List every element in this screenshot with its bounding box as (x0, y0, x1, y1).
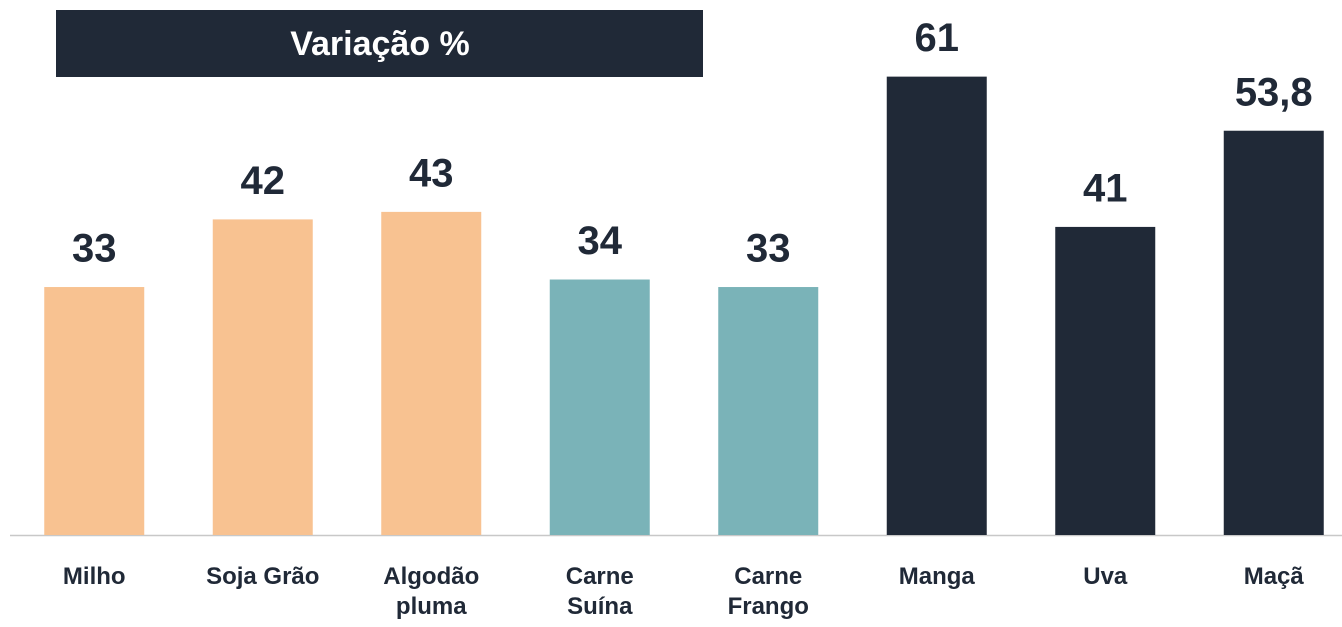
bar (1223, 130, 1324, 535)
bar (1055, 226, 1156, 535)
x-tick-label: Uva (1083, 563, 1128, 590)
bar (718, 287, 819, 535)
x-tick-label: Milho (62, 563, 126, 590)
bar (886, 76, 987, 535)
bar (44, 287, 145, 535)
x-tick-label: Algodão pluma (383, 563, 480, 620)
bar (381, 211, 482, 535)
value-label: 34 (578, 219, 623, 263)
value-label: 61 (915, 16, 960, 60)
value-label: 42 (241, 159, 286, 203)
value-label: 33 (72, 227, 117, 271)
value-label: 43 (409, 151, 454, 195)
x-tick-label: Soja Grão (206, 563, 320, 590)
x-tick-label: Carne Frango (727, 563, 809, 620)
title-box (56, 10, 703, 77)
x-tick-label: Maçã (1243, 563, 1304, 590)
value-label: 41 (1083, 166, 1128, 210)
x-tick-label: Manga (898, 563, 975, 590)
value-label: 33 (746, 227, 791, 271)
value-label: 53,8 (1235, 70, 1313, 114)
bar (549, 279, 650, 535)
bar (212, 219, 313, 535)
chart-title: Variação % (290, 25, 470, 63)
x-tick-label: Carne Suína (565, 563, 634, 620)
